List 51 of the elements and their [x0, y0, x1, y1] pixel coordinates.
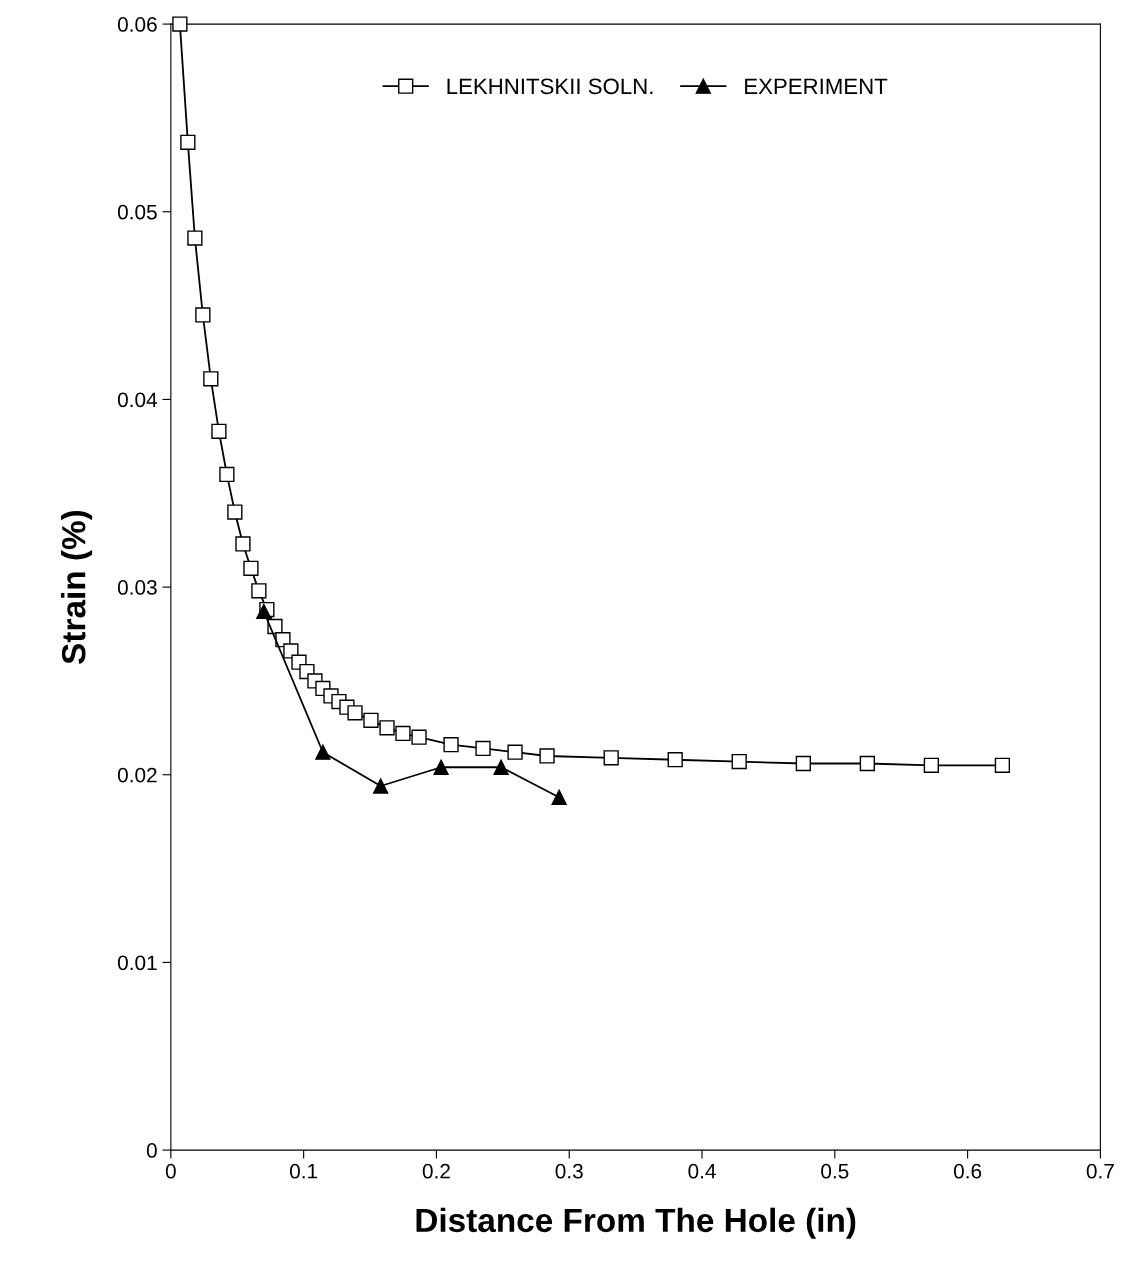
x-tick-label: 0.7	[1086, 1163, 1114, 1179]
point	[539, 748, 555, 764]
point	[667, 752, 683, 768]
point	[195, 307, 211, 323]
x-tick-label: 0.2	[422, 1163, 450, 1179]
y-tick-label: 0	[146, 1143, 157, 1158]
y-tick-label: 0.01	[117, 955, 157, 971]
point	[395, 725, 411, 742]
point	[443, 737, 459, 753]
point	[315, 744, 331, 760]
point	[433, 759, 449, 775]
point	[187, 230, 203, 246]
point	[235, 536, 251, 552]
point	[795, 755, 811, 772]
point	[363, 712, 379, 728]
point	[493, 759, 509, 775]
y-tick-label: 0.04	[117, 392, 158, 408]
point	[251, 583, 267, 599]
point	[551, 789, 567, 805]
y-tick-label: 0.06	[117, 17, 157, 32]
point	[475, 740, 491, 757]
legend-label: EXPERIMENT	[745, 78, 888, 94]
point	[507, 744, 523, 760]
point	[411, 729, 427, 745]
point	[203, 371, 219, 387]
x-tick-label: 0.4	[688, 1163, 716, 1179]
x-tick-label: 0	[165, 1163, 176, 1179]
point	[731, 753, 747, 770]
y-tick-label: 0.05	[117, 204, 157, 220]
x-axis-title: Distance From The Hole (in)	[416, 1207, 856, 1239]
point	[859, 755, 875, 772]
point	[603, 750, 619, 766]
point	[211, 423, 227, 439]
x-tick-label: 0.3	[555, 1163, 583, 1179]
legend-label: LEKHNITSKII SOLN.	[447, 78, 653, 95]
x-tick-label: 0.5	[821, 1163, 849, 1179]
y-axis-title: Strain (%)	[61, 510, 93, 664]
y-tick-label: 0.02	[117, 767, 157, 783]
point	[180, 134, 196, 150]
point	[347, 705, 363, 721]
point	[379, 720, 395, 736]
point	[994, 757, 1011, 774]
x-tick-label: 0.6	[953, 1163, 982, 1179]
point	[172, 16, 188, 32]
point	[373, 778, 389, 794]
y-tick-label: 0.03	[117, 580, 157, 595]
point	[243, 560, 259, 576]
point	[923, 757, 939, 774]
x-tick-label: 0.1	[289, 1163, 318, 1179]
point	[219, 466, 235, 483]
point	[227, 504, 243, 520]
